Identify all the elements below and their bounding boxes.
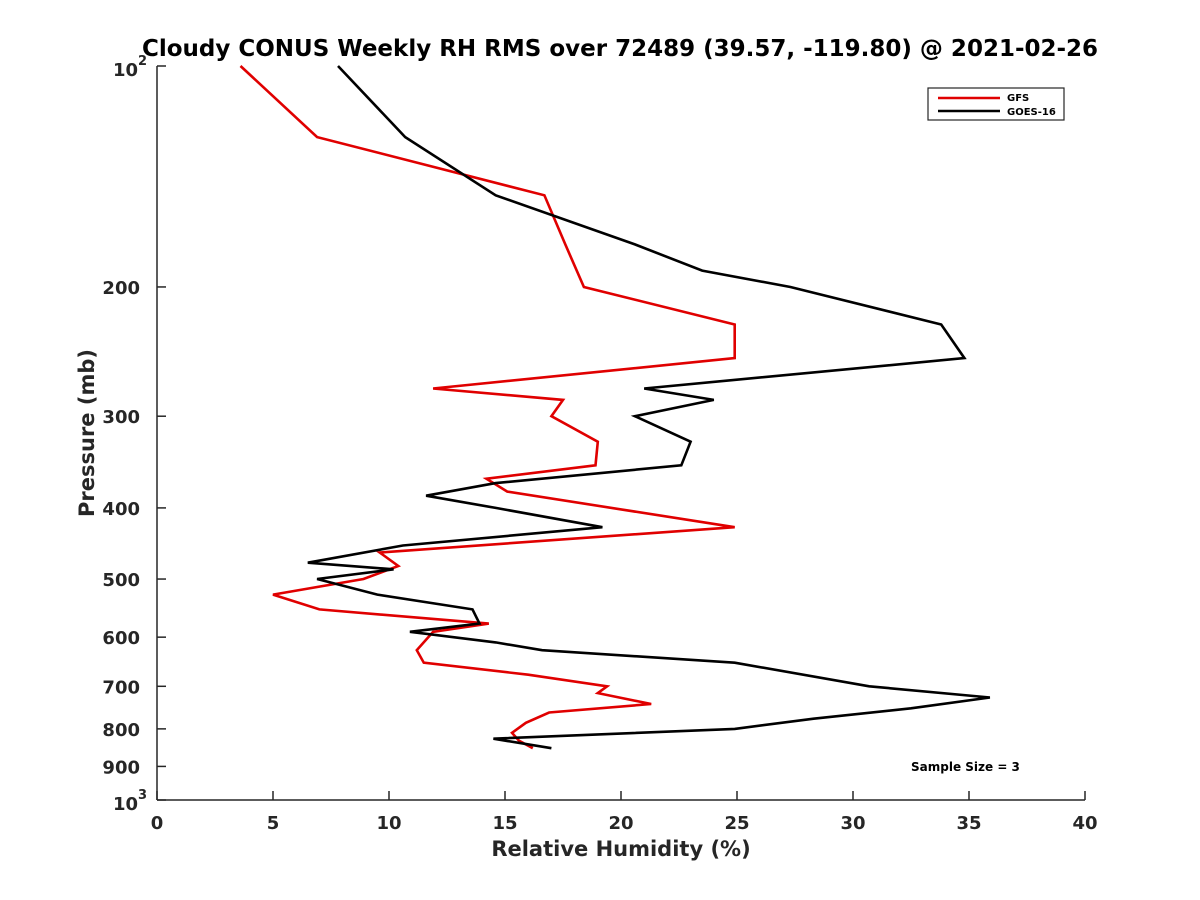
x-tick-label: 0 xyxy=(151,813,164,834)
y-tick-label: 400 xyxy=(102,499,140,520)
y-tick-label: 500 xyxy=(102,570,140,591)
x-tick-label: 10 xyxy=(376,813,401,834)
x-tick-label: 5 xyxy=(267,813,280,834)
x-tick-label: 30 xyxy=(840,813,865,834)
y-tick-label: 600 xyxy=(102,628,140,649)
y-tick-label-power: 210 xyxy=(113,54,147,81)
legend-box xyxy=(927,87,1065,121)
sample-size-annotation: Sample Size = 3 xyxy=(911,760,1020,774)
series-line-gfs xyxy=(239,65,737,750)
x-tick-label: 15 xyxy=(492,813,517,834)
x-axis-label: Relative Humidity (%) xyxy=(491,837,750,861)
x-tick-label: 20 xyxy=(608,813,633,834)
x-tick-label: 35 xyxy=(956,813,981,834)
y-axis-label: Pressure (mb) xyxy=(75,349,99,517)
y-tick-label: 200 xyxy=(102,278,140,299)
chart-title: Cloudy CONUS Weekly RH RMS over 72489 (3… xyxy=(142,36,1098,62)
series-layer xyxy=(239,65,991,750)
y-tick-exponent: 3 xyxy=(138,788,147,803)
x-tick-label: 40 xyxy=(1072,813,1097,834)
y-tick-label: 700 xyxy=(102,677,140,698)
y-tick-exponent: 2 xyxy=(138,54,147,69)
legend-label-gfs: GFS xyxy=(1007,93,1029,104)
series-line-goes16 xyxy=(307,65,991,750)
legend: GFS GOES-16 xyxy=(927,87,1065,121)
y-tick-label-power: 310 xyxy=(113,788,147,815)
x-ticks: 0 5 10 15 20 25 30 35 40 xyxy=(151,791,1098,834)
y-tick-label: 900 xyxy=(102,757,140,778)
y-tick-base: 10 xyxy=(113,794,138,815)
legend-label-goes16: GOES-16 xyxy=(1007,107,1056,118)
axes xyxy=(156,66,1085,801)
y-tick-label: 300 xyxy=(102,407,140,428)
x-tick-label: 25 xyxy=(724,813,749,834)
y-tick-base: 10 xyxy=(113,60,138,81)
y-tick-label: 800 xyxy=(102,720,140,741)
